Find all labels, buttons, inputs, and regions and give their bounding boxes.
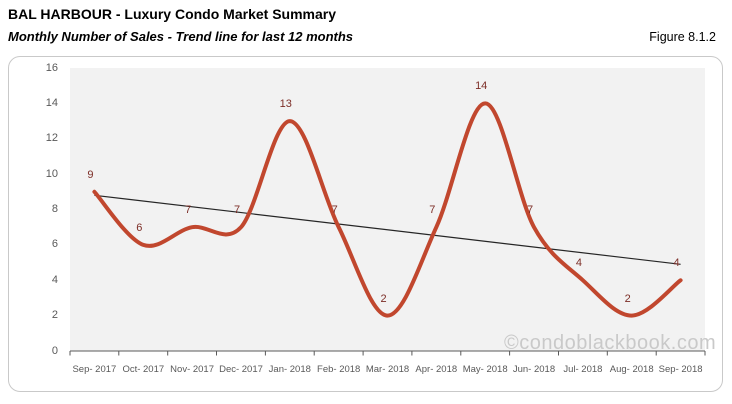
- x-axis-label: May- 2018: [462, 364, 508, 375]
- data-label: 7: [185, 204, 192, 217]
- data-label: 2: [380, 292, 387, 305]
- y-axis-label: 14: [45, 96, 58, 109]
- x-axis-label: Aug- 2018: [609, 364, 654, 375]
- x-axis-label: Sep- 2017: [72, 364, 117, 375]
- x-axis-label: Jul- 2018: [563, 364, 603, 375]
- y-axis-label: 6: [51, 238, 58, 251]
- data-label: 7: [331, 204, 338, 217]
- plot-area: [70, 68, 705, 351]
- x-axis-label: Apr- 2018: [415, 364, 458, 375]
- data-label: 13: [279, 98, 292, 111]
- data-label: 4: [673, 257, 680, 270]
- data-label: 4: [575, 257, 582, 270]
- data-label: 7: [429, 204, 436, 217]
- y-axis-label: 16: [45, 61, 58, 74]
- page-title: BAL HARBOUR - Luxury Condo Market Summar…: [8, 6, 337, 22]
- data-label: 2: [624, 292, 631, 305]
- x-axis-label: Jun- 2018: [512, 364, 556, 375]
- x-axis-label: Oct- 2017: [122, 364, 165, 375]
- y-axis-label: 10: [45, 167, 58, 180]
- figure-number-label: Figure 8.1.2: [649, 30, 716, 44]
- y-axis-label: 4: [51, 273, 58, 286]
- data-label: 7: [233, 204, 241, 217]
- y-axis-label: 8: [51, 203, 58, 215]
- x-axis-label: Feb- 2018: [317, 364, 361, 375]
- x-axis-label: Dec- 2017: [219, 364, 263, 375]
- y-axis-label: 2: [51, 309, 58, 322]
- x-axis-label: Nov- 2017: [170, 364, 215, 375]
- data-label: 9: [87, 168, 94, 181]
- y-axis-label: 0: [51, 344, 58, 357]
- chart-subtitle: Monthly Number of Sales - Trend line for…: [8, 29, 354, 44]
- data-label: 14: [475, 80, 488, 93]
- x-axis-label: Sep- 2018: [658, 364, 703, 375]
- x-axis-label: Jan- 2018: [268, 364, 311, 375]
- data-label: 7: [526, 204, 534, 217]
- data-label: 6: [136, 221, 143, 234]
- x-axis-label: Mar- 2018: [365, 364, 410, 375]
- watermark: ©condoblackbook.com: [504, 332, 717, 354]
- y-axis-label: 12: [45, 132, 58, 145]
